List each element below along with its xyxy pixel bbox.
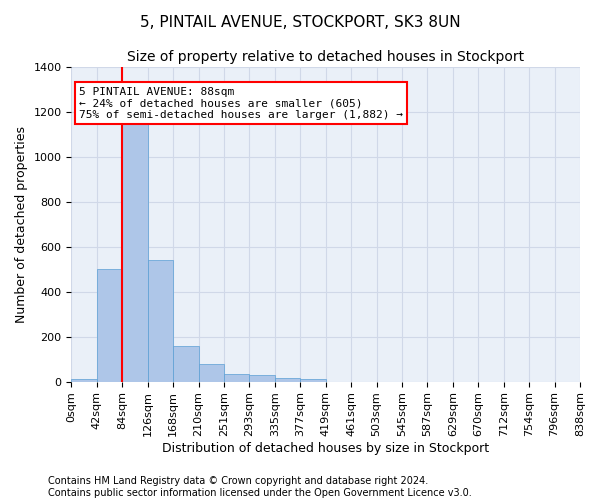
- Bar: [250, 376, 275, 382]
- Bar: [224, 374, 250, 382]
- Text: 5, PINTAIL AVENUE, STOCKPORT, SK3 8UN: 5, PINTAIL AVENUE, STOCKPORT, SK3 8UN: [140, 15, 460, 30]
- Y-axis label: Number of detached properties: Number of detached properties: [15, 126, 28, 322]
- Bar: [97, 269, 122, 382]
- Text: Contains HM Land Registry data © Crown copyright and database right 2024.
Contai: Contains HM Land Registry data © Crown c…: [48, 476, 472, 498]
- Bar: [199, 364, 224, 382]
- Bar: [173, 346, 199, 382]
- Bar: [275, 378, 300, 382]
- Bar: [148, 260, 173, 382]
- X-axis label: Distribution of detached houses by size in Stockport: Distribution of detached houses by size …: [162, 442, 489, 455]
- Bar: [300, 379, 326, 382]
- Text: 5 PINTAIL AVENUE: 88sqm
← 24% of detached houses are smaller (605)
75% of semi-d: 5 PINTAIL AVENUE: 88sqm ← 24% of detache…: [79, 87, 403, 120]
- Bar: [122, 120, 148, 382]
- Title: Size of property relative to detached houses in Stockport: Size of property relative to detached ho…: [127, 50, 524, 64]
- Bar: [71, 380, 97, 382]
